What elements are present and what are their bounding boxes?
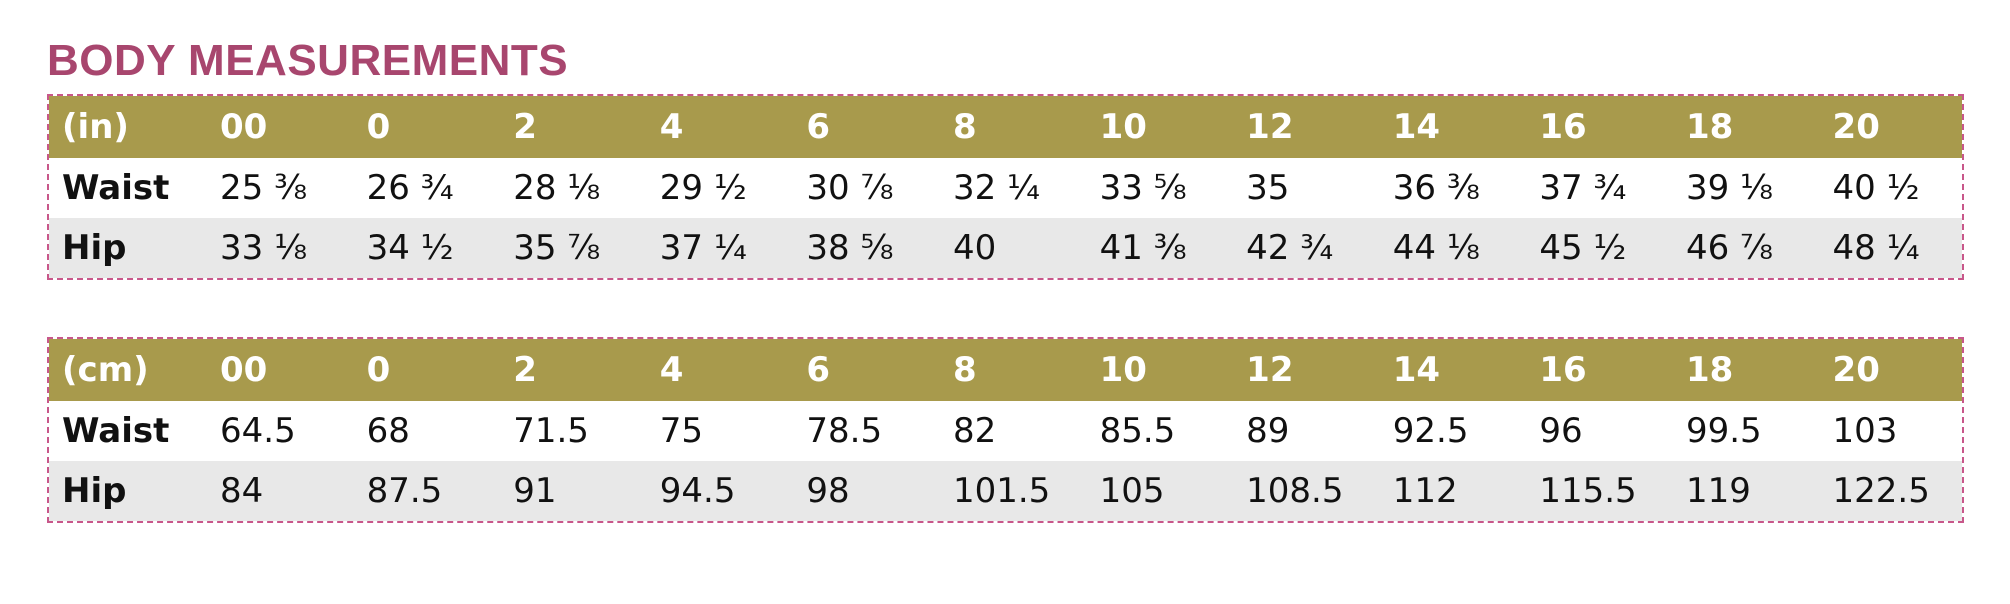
cell: 87.5 (366, 471, 443, 511)
cell: 0 (366, 350, 391, 390)
row-label: Hip (62, 471, 127, 511)
cell: 2 (513, 107, 537, 147)
row-label: (in) (62, 107, 129, 147)
cell: 99.5 (1685, 411, 1762, 451)
cell: 98 (806, 471, 850, 511)
cell: 40 (952, 228, 997, 268)
cell: 103 (1832, 411, 1898, 451)
row-label: Hip (62, 228, 127, 268)
cell: 8 (952, 107, 977, 147)
cell: 6 (806, 350, 831, 390)
cell: 8 (952, 350, 977, 390)
cell: 71.5 (513, 411, 589, 451)
cell: 00 (220, 350, 268, 390)
cell: 48 ¼ (1832, 228, 1920, 268)
cell: 00 (220, 107, 268, 147)
cell: 34 ½ (366, 228, 454, 268)
data-row: Hip 33 ⅛ 34 ½ 35 ⅞ 37 ¼ 38 ⅝ 40 41 ⅜ 42 ¾ 44 ⅛ 45 … (49, 218, 1962, 278)
cell: 68 (366, 411, 410, 451)
cell: 115.5 (1539, 471, 1637, 511)
cell: 18 (1685, 107, 1734, 147)
cell: 40 ½ (1832, 168, 1920, 208)
cell: 82 (952, 411, 997, 451)
cell: 12 (1246, 107, 1294, 147)
header-row: (cm) 00 0 2 4 6 8 10 12 14 16 18 20 (49, 339, 1962, 401)
cell: 45 ½ (1539, 228, 1627, 268)
data-row: Waist 64.5 68 71.5 75 78.5 82 85.5 89 92.5 96 99.5 1… (49, 401, 1962, 461)
row-label: Waist (62, 411, 170, 451)
cell: 4 (659, 350, 684, 390)
cell: 10 (1099, 107, 1147, 147)
cell: 64.5 (220, 411, 296, 451)
title: BODY MEASUREMENTS (47, 36, 569, 85)
cell: 20 (1832, 107, 1880, 147)
cell: 6 (806, 107, 831, 147)
cell: 26 ¾ (366, 168, 454, 208)
cell: 18 (1685, 350, 1734, 390)
cell: 91 (513, 471, 557, 511)
cell: 89 (1246, 411, 1290, 451)
cell: 16 (1539, 350, 1587, 390)
cell: 44 ⅛ (1392, 228, 1480, 268)
cell: 108.5 (1246, 471, 1344, 511)
cell: 119 (1685, 471, 1751, 511)
cell: 75 (659, 411, 704, 451)
cell: 25 ⅜ (220, 168, 308, 208)
cell: 33 ⅛ (220, 228, 308, 268)
cell: 96 (1539, 411, 1583, 451)
cell: 36 ⅜ (1392, 168, 1480, 208)
measurement-table: (cm) 00 0 2 4 6 8 10 12 14 16 18 20 Waist 64.5 68 71.5 75… (47, 337, 1964, 523)
cell: 16 (1539, 107, 1587, 147)
cell: 37 ¼ (659, 228, 747, 268)
cell: 37 ¾ (1539, 168, 1627, 208)
cell: 122.5 (1832, 471, 1930, 511)
cell: 28 ⅛ (513, 168, 601, 208)
cell: 4 (659, 107, 684, 147)
cell: 101.5 (952, 471, 1051, 511)
header-row: (in) 00 0 2 4 6 8 10 12 14 16 18 20 (49, 96, 1962, 158)
data-row: Hip 84 87.5 91 94.5 98 101.5 105 108.5 112 115.5 11… (49, 461, 1962, 521)
cell: 112 (1392, 471, 1458, 511)
cell: 29 ½ (659, 168, 747, 208)
row-label: (cm) (62, 350, 149, 390)
cell: 20 (1832, 350, 1880, 390)
data-row: Waist 25 ⅜ 26 ¾ 28 ⅛ 29 ½ 30 ⅞ 32 ¼ 33 ⅝ 35 36 ⅜ 3… (49, 158, 1962, 218)
cell: 78.5 (806, 411, 883, 451)
cell: 32 ¼ (952, 168, 1040, 208)
cell: 85.5 (1099, 411, 1176, 451)
cell: 38 ⅝ (806, 228, 894, 268)
cell: 42 ¾ (1246, 228, 1334, 268)
cell: 92.5 (1392, 411, 1469, 451)
row-label: Waist (62, 168, 170, 208)
cell: 10 (1099, 350, 1147, 390)
cell: 14 (1392, 107, 1441, 147)
cell: 35 (1246, 168, 1290, 208)
cell: 84 (220, 471, 264, 511)
cell: 46 ⅞ (1685, 228, 1773, 268)
cell: 94.5 (659, 471, 736, 511)
cell: 105 (1099, 471, 1165, 511)
cell: 30 ⅞ (806, 168, 894, 208)
cell: 35 ⅞ (513, 228, 601, 268)
cell: 12 (1246, 350, 1294, 390)
cell: 0 (366, 107, 391, 147)
cell: 41 ⅜ (1099, 228, 1187, 268)
measurement-table: (in) 00 0 2 4 6 8 10 12 14 16 18 20 Waist 25 ⅜ 26 ¾ 28 ⅛… (47, 94, 1964, 280)
cell: 33 ⅝ (1099, 168, 1187, 208)
cell: 14 (1392, 350, 1441, 390)
cell: 39 ⅛ (1685, 168, 1773, 208)
cell: 2 (513, 350, 537, 390)
